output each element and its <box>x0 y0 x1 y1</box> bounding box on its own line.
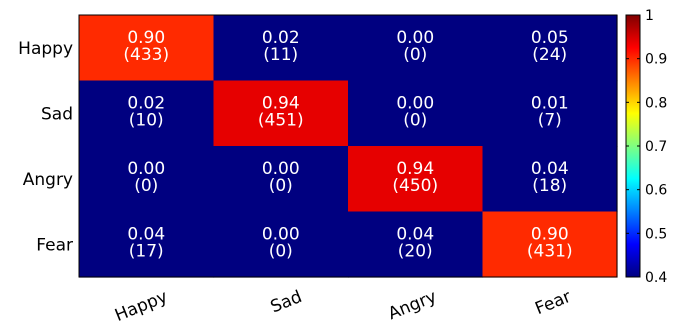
cell-count-label: (451) <box>258 111 304 131</box>
plot-border <box>78 14 618 278</box>
column-tick-label: Happy <box>112 287 170 326</box>
colorbar-tick-label: 0.8 <box>645 95 667 111</box>
cell-count-label: (433) <box>123 45 169 65</box>
cell-value-label: 0.94 <box>396 159 434 179</box>
cell-count-label: (431) <box>527 242 573 262</box>
cell-count-label: (10) <box>129 111 164 131</box>
heatmap-cell-angry-fear <box>482 146 618 213</box>
cell-value-label: 0.00 <box>396 94 434 114</box>
row-tick-label: Fear <box>36 235 73 255</box>
cell-value-label: 0.05 <box>531 28 569 48</box>
heatmap-cell-happy-angry <box>348 15 484 82</box>
colorbar-tick-label: 0.6 <box>645 183 667 199</box>
column-tick-label: Fear <box>532 287 574 319</box>
heatmap-cell-fear-happy <box>79 211 215 278</box>
row-tick-labels: Happy Sad Angry Fear <box>18 39 73 256</box>
cell-count-label: (450) <box>392 176 438 196</box>
cell-count-label: (0) <box>403 111 427 131</box>
colorbar-tick-label: 0.9 <box>645 52 667 68</box>
heatmap-cell-angry-angry <box>348 146 484 213</box>
cell-count-label: (0) <box>269 176 293 196</box>
heatmap-cell-happy-sad <box>213 15 349 82</box>
cell-value-label: 0.00 <box>127 159 165 179</box>
heatmap-cell-happy-fear <box>482 15 618 82</box>
colorbar-tick-label: 0.4 <box>645 270 667 286</box>
cell-count-label: (20) <box>398 242 433 262</box>
cell-value-label: 0.90 <box>531 225 569 245</box>
row-tick-label: Happy <box>18 39 73 59</box>
heatmap-cell-sad-happy <box>79 80 215 147</box>
cell-value-label: 0.04 <box>396 225 434 245</box>
cell-value-label: 0.00 <box>262 159 300 179</box>
colorbar: 0.4 0.5 0.6 0.7 0.8 0.9 1 <box>625 8 667 286</box>
column-tick-label: Sad <box>268 287 305 318</box>
row-tick-label: Angry <box>23 170 73 190</box>
cell-count-label: (18) <box>532 176 567 196</box>
cell-value-label: 0.00 <box>262 225 300 245</box>
heatmap-cell-fear-fear <box>482 211 618 278</box>
cell-value-label: 0.04 <box>127 225 165 245</box>
cell-value-label: 0.02 <box>127 94 165 114</box>
cell-count-label: (17) <box>129 242 164 262</box>
cell-value-label: 0.01 <box>531 94 569 114</box>
heatmap-cell-sad-fear <box>482 80 618 147</box>
column-tick-label: Angry <box>385 287 439 324</box>
cell-value-label: 0.00 <box>396 28 434 48</box>
cell-count-label: (0) <box>403 45 427 65</box>
cell-value-label: 0.90 <box>127 28 165 48</box>
heatmap-cell-fear-angry <box>348 211 484 278</box>
row-tick-label: Sad <box>41 104 73 124</box>
cell-count-label: (24) <box>532 45 567 65</box>
heatmap-cell-sad-sad <box>213 80 349 147</box>
heatmap-cell-fear-sad <box>213 211 349 278</box>
colorbar-tick-label: 0.5 <box>645 226 667 242</box>
cell-count-label: (0) <box>269 242 293 262</box>
cell-value-label: 0.02 <box>262 28 300 48</box>
cell-value-label: 0.94 <box>262 94 300 114</box>
heatmap-cell-sad-angry <box>348 80 484 147</box>
cell-count-label: (7) <box>538 111 562 131</box>
heatmap-cell-happy-happy <box>79 15 215 82</box>
cell-value-label: 0.04 <box>531 159 569 179</box>
colorbar-tick-label: 1 <box>645 8 654 24</box>
heatmap-cell-labels: 0.90(433)0.02(11)0.00(0)0.05(24)0.02(10)… <box>123 28 572 262</box>
cell-count-label: (0) <box>134 176 158 196</box>
heatmap-cell-angry-sad <box>213 146 349 213</box>
column-tick-labels: Happy Sad Angry Fear <box>112 287 574 326</box>
heatmap-cell-angry-happy <box>79 146 215 213</box>
cell-count-label: (11) <box>263 45 298 65</box>
colorbar-tick-label: 0.7 <box>645 139 667 155</box>
heatmap-cells <box>78 14 618 278</box>
